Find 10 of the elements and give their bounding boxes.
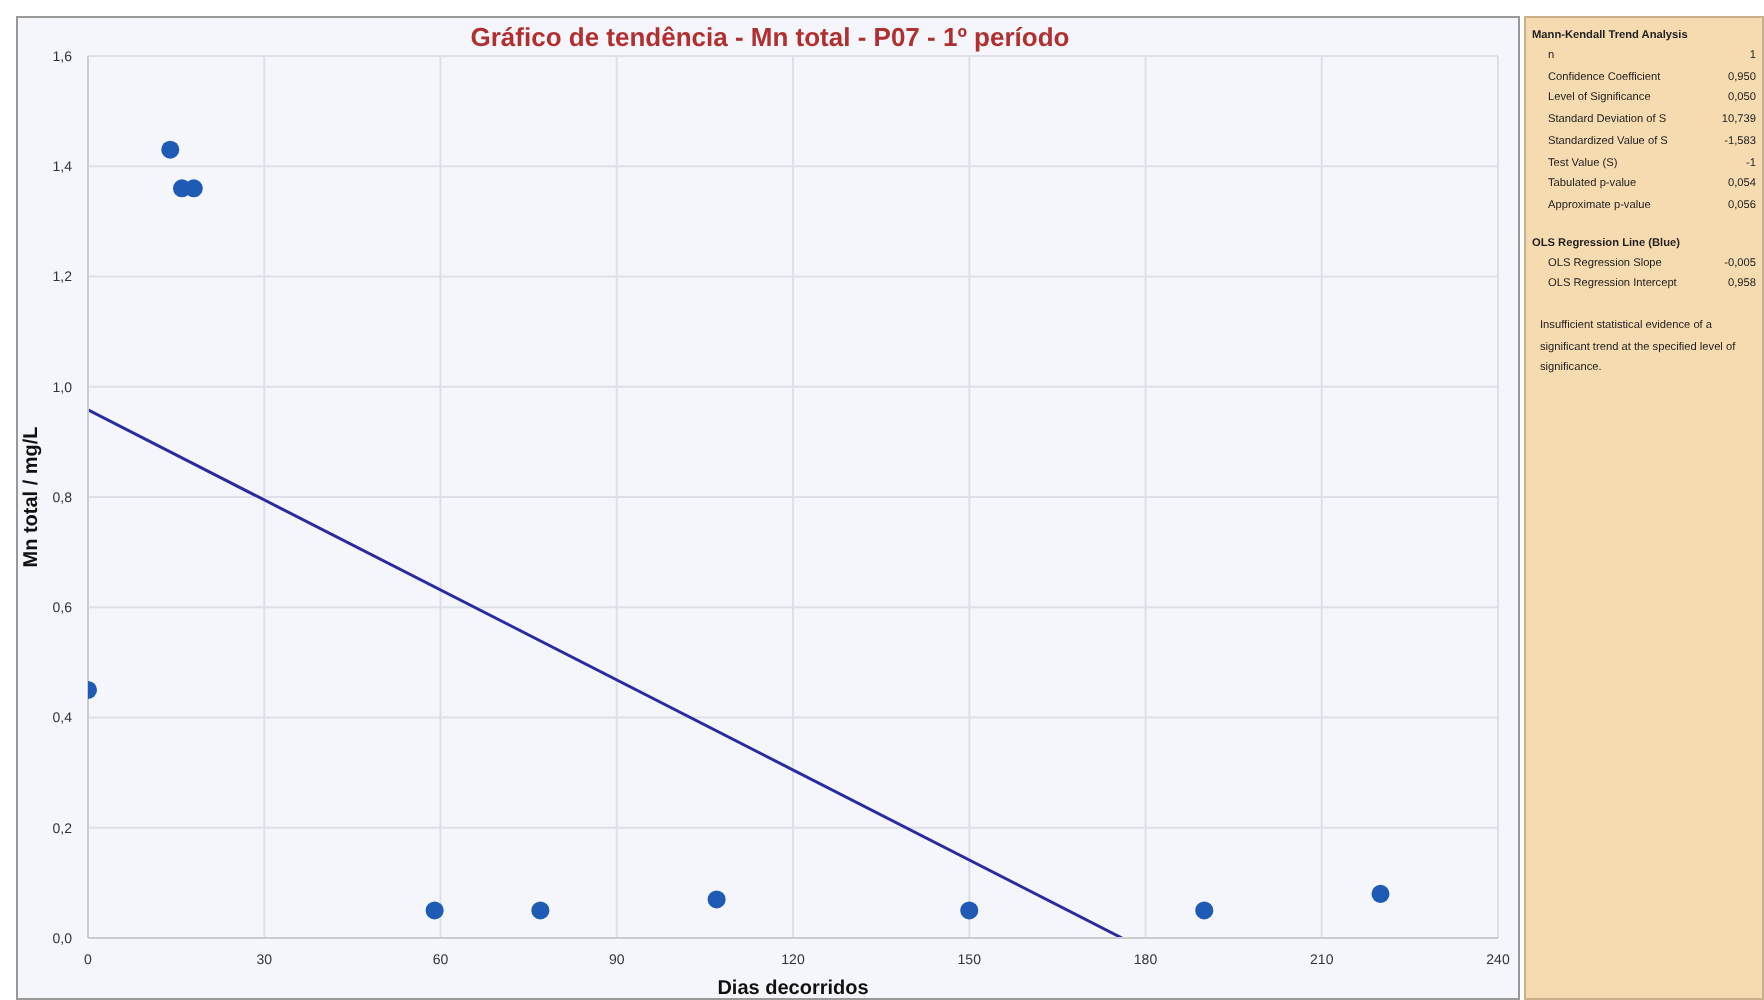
- x-axis-title: Dias decorridos: [717, 978, 870, 1000]
- chart-title: Gráfico de tendência - Mn total - P07 - 1º período: [468, 22, 1072, 52]
- point: [1371, 884, 1390, 903]
- point: [707, 890, 726, 909]
- point: [1195, 901, 1214, 920]
- point: [531, 901, 550, 920]
- point: [161, 140, 180, 159]
- point: [960, 901, 979, 920]
- point: [425, 901, 444, 920]
- y-axis-title: Mn total / mg/L: [21, 426, 44, 568]
